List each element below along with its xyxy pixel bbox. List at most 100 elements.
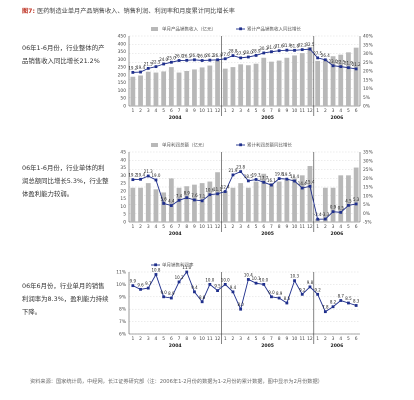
line-point — [139, 287, 142, 291]
data-label: 21.3 — [144, 169, 153, 174]
bar — [353, 167, 359, 222]
bar — [292, 178, 297, 222]
x-tick-label: 3 — [239, 336, 242, 342]
x-tick-label: 1 — [224, 224, 227, 230]
y-left-tick-label: 10 — [120, 204, 126, 210]
year-label: 2004 — [169, 115, 182, 121]
legend-swatch-marker — [239, 27, 242, 31]
bar — [199, 67, 205, 106]
data-label: 26.4 — [213, 53, 222, 58]
data-label: 4.5 — [345, 198, 352, 203]
bar — [145, 183, 151, 222]
year-label: 2005 — [261, 231, 274, 237]
x-tick-label: 3 — [239, 108, 242, 114]
line-point — [300, 48, 304, 52]
x-tick-label: 3 — [239, 224, 242, 230]
line-point — [131, 71, 135, 74]
line-point — [339, 299, 343, 302]
line-point — [239, 170, 243, 173]
bar — [130, 76, 136, 106]
line-point — [131, 178, 135, 182]
bar — [338, 54, 344, 106]
data-label: 5.3 — [353, 197, 360, 202]
data-label: 23.0 — [329, 59, 338, 64]
x-tick-label: 2 — [324, 224, 327, 230]
data-label: 9.2 — [314, 287, 321, 292]
x-tick-label: 9 — [193, 108, 196, 114]
data-label: 26.2 — [205, 53, 214, 58]
line-point — [339, 210, 343, 214]
y-right-tick-label: 20% — [363, 176, 373, 182]
x-tick-label: 4 — [155, 336, 158, 342]
year-label: 2006 — [331, 343, 344, 349]
x-tick-label: 5 — [347, 224, 350, 230]
bar — [261, 57, 267, 106]
data-label: 26.0 — [198, 54, 207, 59]
data-label: 21.5 — [144, 61, 153, 66]
data-label: 9.9 — [130, 279, 137, 284]
y-left-tick-label: 0 — [123, 220, 126, 226]
bar — [253, 181, 259, 222]
data-label: 7.4 — [176, 193, 183, 198]
bar — [261, 173, 267, 222]
line-point — [200, 199, 204, 203]
line-point — [331, 305, 335, 309]
data-label: 10.6 — [205, 188, 214, 193]
x-tick-label: 2 — [232, 336, 235, 342]
data-label: 7.6 — [191, 193, 198, 198]
bar — [269, 61, 274, 106]
line-point — [223, 283, 227, 286]
line-point — [308, 47, 312, 51]
bar — [276, 60, 282, 106]
x-tick-label: 1 — [131, 336, 134, 342]
x-tick-label: 5 — [255, 108, 258, 114]
line-point — [200, 59, 204, 62]
x-tick-label: 8 — [185, 336, 188, 342]
data-label: 22.5 — [151, 60, 160, 65]
x-tick-label: 10 — [292, 108, 298, 114]
bar — [207, 181, 213, 222]
line-point — [277, 49, 281, 53]
x-tick-label: 10 — [199, 224, 205, 230]
y-tick-label: 11% — [116, 270, 126, 276]
chart-profit-margin: 6%7%8%9%10%11%9.99.6 9.710.89.0 8.910.211.… — [116, 262, 360, 349]
x-tick-label: 5 — [162, 224, 165, 230]
line-point — [316, 217, 320, 221]
bar — [284, 57, 290, 106]
data-label: 19.4 — [136, 65, 145, 70]
note-sales: 06年1-6月份，行业整体的产品销售收入同比增长21.2% — [22, 44, 105, 65]
year-label: 2006 — [331, 231, 344, 237]
x-tick-label: 6 — [170, 336, 173, 342]
line-point — [216, 58, 219, 62]
x-tick-label: 12 — [215, 336, 221, 342]
line-point — [154, 273, 158, 276]
y-right-tick-label: 10% — [363, 193, 373, 199]
y-left-tick-label: 450 — [118, 34, 127, 40]
data-label: 28.8 — [228, 49, 237, 54]
legend-label: 单月销售利润率 — [162, 262, 194, 269]
bar — [215, 172, 220, 222]
x-tick-label: 1 — [224, 108, 227, 114]
data-label: 19.2 — [128, 173, 137, 178]
line-point — [331, 210, 335, 214]
x-tick-label: 5 — [255, 224, 258, 230]
line-point — [354, 202, 358, 206]
x-tick-label: 1 — [316, 108, 319, 114]
data-label: 25.0 — [167, 55, 176, 60]
data-label: 19.2 — [128, 65, 137, 70]
bar — [230, 67, 236, 106]
y-right-tick-label: 25% — [363, 167, 373, 173]
bar — [153, 72, 159, 106]
note-profit: 06年1-6月份，行业单体的利润总额同比增长5.3%，行业整体盈利能力较弱。 — [22, 164, 109, 198]
bar — [346, 175, 351, 222]
data-label: 8.9 — [184, 191, 191, 196]
year-label: 2005 — [261, 115, 274, 121]
chart-profit: 051015202530354045-5%0%5%10%15%20%25%30%… — [120, 142, 373, 238]
line-point — [239, 307, 243, 311]
data-label: 28.0 — [244, 50, 253, 55]
y-left-tick-label: 100 — [118, 88, 127, 94]
line-point — [347, 301, 350, 305]
data-label: 14.4 — [298, 181, 307, 186]
data-label: 12.4 — [221, 185, 230, 190]
data-label: 10.4 — [244, 272, 253, 277]
